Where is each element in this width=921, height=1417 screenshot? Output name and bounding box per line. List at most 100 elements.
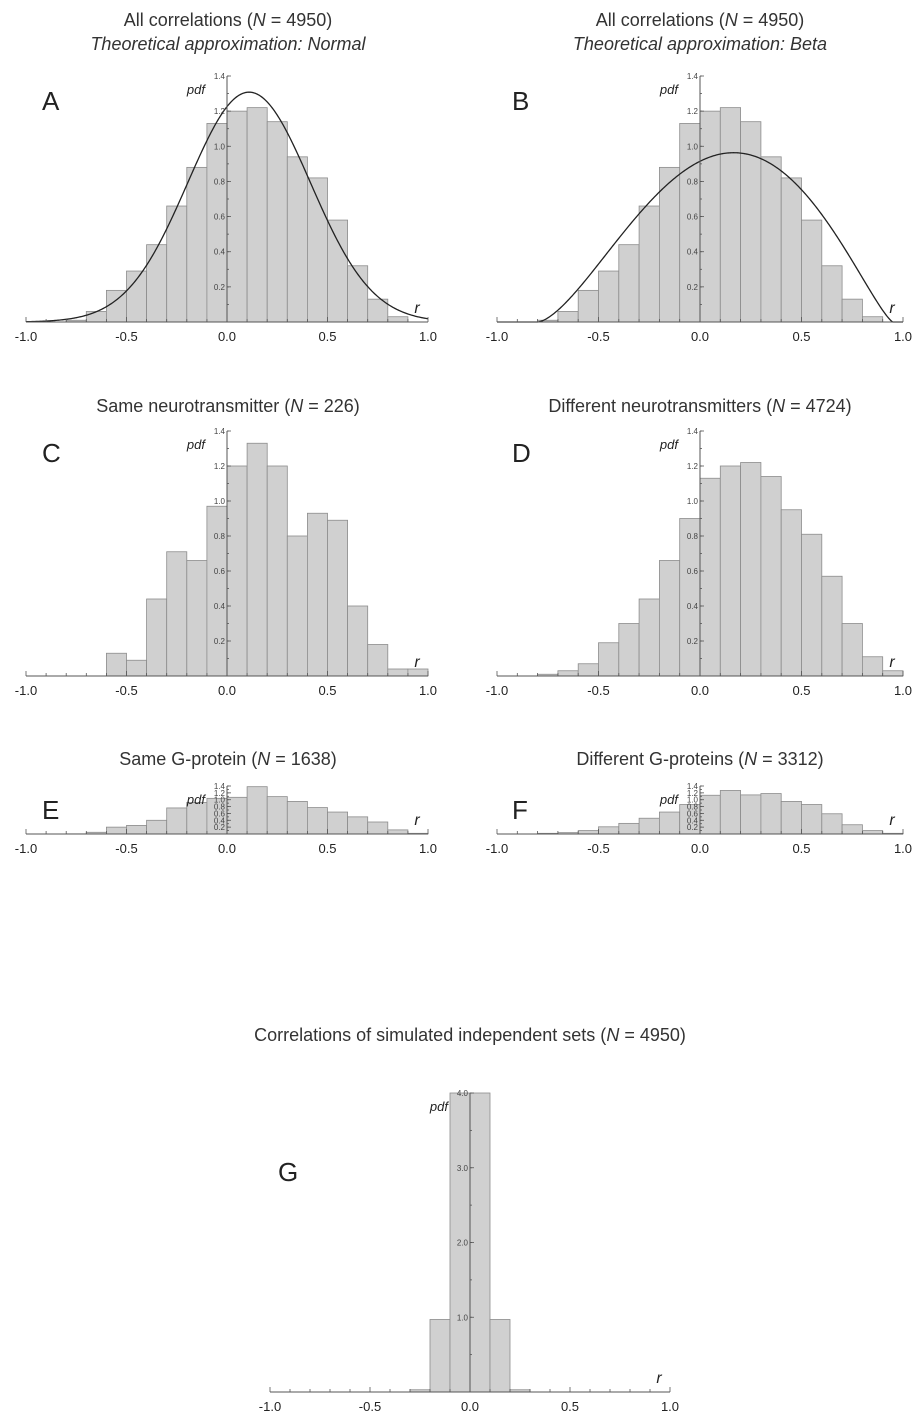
x-tick-label: -0.5 — [115, 841, 137, 856]
chart-title-part: = 1638) — [270, 749, 337, 769]
y-tick-label: 1.4 — [687, 72, 699, 81]
chart-title-n: N — [606, 1025, 620, 1045]
panel-letter: G — [278, 1157, 298, 1187]
histogram-bar — [821, 813, 843, 835]
y-tick-label: 0.8 — [214, 532, 226, 541]
y-tick-label: 1.2 — [214, 462, 226, 471]
histogram-bar — [577, 663, 599, 677]
x-tick-label: 0.0 — [691, 841, 709, 856]
y-tick-label: 1.2 — [214, 789, 226, 798]
y-axis-label: pdf — [659, 437, 679, 452]
histogram-bar — [740, 121, 762, 323]
chart-title-n: N — [772, 396, 786, 416]
histogram-bar — [146, 819, 168, 835]
histogram-bar — [699, 477, 721, 677]
x-tick-label: -1.0 — [486, 329, 508, 344]
y-tick-label: 1.2 — [687, 462, 699, 471]
chart-title-n: N — [257, 749, 271, 769]
y-tick-label: 1.4 — [214, 782, 226, 791]
histogram-bar — [387, 829, 409, 835]
chart-title: All correlations (N = 4950) — [596, 10, 805, 30]
y-tick-label: 0.6 — [687, 213, 699, 222]
x-tick-label: -0.5 — [115, 683, 137, 698]
y-tick-label: 0.8 — [214, 177, 226, 186]
histogram-bar — [387, 668, 409, 677]
y-tick-label: 1.4 — [214, 427, 226, 436]
y-axis-label: pdf — [186, 437, 206, 452]
chart-title-n: N — [253, 10, 267, 30]
histogram-bar — [841, 298, 863, 323]
x-tick-label: 0.5 — [792, 683, 810, 698]
histogram-bar — [659, 166, 681, 323]
histogram-bar — [306, 512, 328, 677]
x-tick-label: 0.0 — [691, 683, 709, 698]
panel-letter: D — [512, 438, 531, 468]
histogram-bar — [780, 801, 802, 835]
histogram-bar — [638, 205, 660, 323]
chart-title-part: All correlations ( — [124, 10, 253, 30]
histogram-bar — [166, 551, 188, 677]
histogram-bar — [367, 821, 389, 835]
y-tick-label: 0.4 — [214, 248, 226, 257]
histogram-bar — [146, 598, 168, 677]
chart-title-n: N — [744, 749, 758, 769]
chart-title-part: All correlations ( — [596, 10, 725, 30]
histogram-bar — [801, 804, 823, 835]
y-tick-label: 0.8 — [214, 803, 226, 812]
chart-title: Same neurotransmitter (N = 226) — [96, 396, 360, 416]
histogram-bar — [882, 670, 904, 677]
x-tick-label: 0.0 — [691, 329, 709, 344]
histogram-bar — [246, 107, 268, 323]
histogram-bar — [306, 807, 328, 835]
chart-title-part: Different neurotransmitters ( — [548, 396, 772, 416]
chart-title: Different neurotransmitters (N = 4724) — [548, 396, 851, 416]
chart-title-part: = 3312) — [757, 749, 824, 769]
y-tick-label: 1.0 — [687, 796, 699, 805]
histogram-bar — [106, 826, 127, 835]
x-tick-label: 0.0 — [218, 683, 236, 698]
histogram-bar — [841, 623, 863, 677]
panel-c: Same neurotransmitter (N = 226) C -1.0 -0.5… — [15, 396, 437, 698]
y-tick-label: 1.0 — [687, 497, 699, 506]
panel-letter: B — [512, 86, 529, 116]
x-tick-label: -1.0 — [486, 841, 508, 856]
x-tick-label: -1.0 — [15, 841, 37, 856]
y-tick-label: 1.0 — [214, 142, 226, 151]
chart-title-part: Same neurotransmitter ( — [96, 396, 290, 416]
y-tick-label: 1.4 — [687, 427, 699, 436]
y-tick-label: 1.2 — [214, 107, 226, 116]
panel-letter: A — [42, 86, 60, 116]
histogram-bar — [801, 219, 823, 323]
histogram-bar — [85, 311, 107, 323]
y-tick-label: 0.8 — [687, 803, 699, 812]
x-axis-label: r — [656, 1370, 662, 1387]
x-tick-label: 0.5 — [792, 329, 810, 344]
x-axis-label: r — [414, 812, 420, 829]
histogram-bar — [266, 121, 288, 323]
histogram-bar — [699, 794, 721, 835]
panel-b: All correlations (N = 4950) Theoretical a… — [486, 10, 912, 344]
histogram-bar — [106, 652, 127, 677]
histogram-bar — [186, 166, 208, 323]
panel-letter: F — [512, 795, 528, 825]
y-tick-label: 0.6 — [214, 213, 226, 222]
histogram-bar — [206, 123, 228, 323]
histogram-bar — [679, 518, 701, 677]
y-axis-label: pdf — [659, 792, 679, 807]
histogram-bar — [598, 642, 620, 677]
histogram-bar — [186, 560, 208, 677]
histogram-bar — [760, 476, 782, 677]
x-tick-label: 0.0 — [218, 841, 236, 856]
histogram-bar — [577, 289, 599, 323]
histogram-bar — [780, 509, 802, 677]
x-tick-label: 0.5 — [792, 841, 810, 856]
histogram-bar — [126, 659, 148, 677]
x-tick-label: 1.0 — [894, 329, 912, 344]
histogram-bar — [862, 656, 884, 677]
x-tick-label: 0.5 — [318, 329, 336, 344]
histogram-bar — [841, 824, 863, 835]
chart-title: Correlations of simulated independent se… — [254, 1025, 686, 1045]
x-tick-label: -1.0 — [15, 683, 37, 698]
histogram-bar — [166, 807, 188, 835]
x-tick-label: 1.0 — [419, 683, 437, 698]
